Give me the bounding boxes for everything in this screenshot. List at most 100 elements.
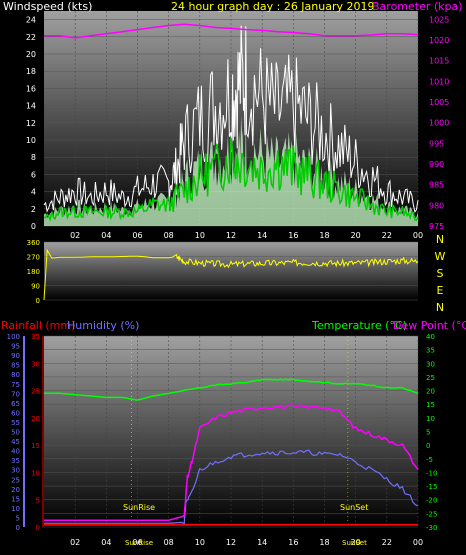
rain-x-tick: 16 (288, 538, 298, 547)
humidity-y-tick: 60 (11, 409, 20, 417)
humidity-y-tick: 75 (11, 381, 20, 389)
rainfall-y-tick: 20 (31, 415, 40, 423)
dewpoint-axis-title: Dew Point (°C) (393, 319, 466, 332)
dewpoint-line (44, 404, 419, 521)
rainfall-y-tick: 5 (36, 497, 40, 505)
wind-y-tick: 24 (26, 16, 36, 25)
temperature-line (44, 378, 419, 401)
sunset-axis-label: SunSet (342, 539, 367, 547)
temperature-y-tick: 35 (426, 347, 435, 355)
rain-x-tick: 04 (101, 538, 111, 547)
wind-y-tick: 18 (26, 67, 36, 76)
sunrise-axis-label: SunRise (125, 539, 153, 547)
barometer-line (44, 23, 419, 39)
humidity-y-tick: 0 (16, 524, 20, 532)
direction-y-tick: 90 (31, 283, 40, 291)
humidity-y-tick: 35 (11, 457, 20, 465)
rain-x-tick: 10 (195, 538, 205, 547)
compass-label: S (437, 267, 444, 280)
humidity-y-tick: 100 (7, 333, 20, 341)
barometer-y-tick: 975 (429, 222, 444, 231)
temperature-y-tick: -5 (426, 456, 433, 464)
sunrise-label: SunRise (123, 503, 155, 512)
temperature-y-tick: 0 (426, 442, 430, 450)
wind-direction-line (43, 248, 419, 301)
wind-gust-line (43, 25, 419, 213)
barometer-y-tick: 980 (429, 201, 444, 210)
humidity-y-tick: 90 (11, 352, 20, 360)
wind-x-tick: 22 (382, 231, 392, 240)
temperature-y-tick: 40 (426, 333, 435, 341)
temperature-y-tick: -25 (426, 510, 437, 518)
rainfall-axis-title: Rainfall (mm) (1, 319, 75, 332)
humidity-y-tick: 95 (11, 343, 20, 351)
temperature-y-tick: 25 (426, 374, 435, 382)
barometer-y-tick: 1025 (429, 15, 449, 24)
temperature-y-tick: 5 (426, 429, 430, 437)
rain-x-tick: 08 (164, 538, 174, 547)
rainfall-y-tick: 25 (31, 388, 40, 396)
humidity-line (44, 449, 419, 525)
humidity-y-tick: 55 (11, 419, 20, 427)
rain-x-tick: 06 (132, 538, 142, 547)
rain-x-tick: 22 (382, 538, 392, 547)
rainfall-y-tick: 10 (31, 469, 40, 477)
temperature-y-tick: -15 (426, 483, 437, 491)
direction-y-tick: 270 (27, 254, 40, 262)
barometer-y-tick: 985 (429, 181, 444, 190)
wind-x-tick: 00 (413, 231, 423, 240)
wind-x-tick: 20 (351, 231, 361, 240)
barometer-y-tick: 1020 (429, 36, 449, 45)
wind-x-tick: 12 (226, 231, 236, 240)
rain-x-tick: 02 (70, 538, 80, 547)
wind-y-tick: 0 (31, 222, 36, 231)
wind-y-tick: 20 (26, 50, 36, 59)
barometer-y-tick: 995 (429, 139, 444, 148)
rainfall-y-tick: 35 (31, 333, 40, 341)
humidity-y-tick: 5 (16, 514, 20, 522)
wind-x-tick: 16 (288, 231, 298, 240)
barometer-y-tick: 1010 (429, 77, 449, 86)
rain-x-tick: 12 (226, 538, 236, 547)
wind-y-tick: 8 (31, 153, 36, 162)
temperature-y-tick: 20 (426, 388, 435, 396)
temperature-y-tick: -30 (426, 524, 437, 532)
windspeed-axis-title: Windspeed (kts) (3, 0, 92, 13)
humidity-y-tick: 25 (11, 476, 20, 484)
direction-y-tick: 180 (27, 268, 40, 276)
barometer-axis-title: Barometer (kpa) (372, 0, 463, 13)
wind-y-tick: 22 (26, 33, 36, 42)
rainfall-y-tick: 30 (31, 360, 40, 368)
barometer-y-tick: 1015 (429, 57, 449, 66)
humidity-y-tick: 70 (11, 390, 20, 398)
temperature-y-tick: -10 (426, 469, 437, 477)
compass-label: N (436, 233, 444, 246)
sunset-label: SunSet (340, 503, 368, 512)
temperature-y-tick: 10 (426, 415, 435, 423)
barometer-y-tick: 1005 (429, 98, 449, 107)
humidity-y-tick: 65 (11, 400, 20, 408)
wind-y-tick: 2 (31, 205, 36, 214)
rainfall-y-tick: 0 (36, 524, 40, 532)
chart-title: 24 hour graph day : 26 January 2019 (171, 0, 375, 13)
humidity-y-tick: 50 (11, 429, 20, 437)
wind-x-tick: 08 (164, 231, 174, 240)
wind-x-tick: 10 (195, 231, 205, 240)
humidity-y-tick: 20 (11, 486, 20, 494)
barometer-y-tick: 990 (429, 160, 444, 169)
wind-y-tick: 10 (26, 136, 36, 145)
temperature-axis-title: Temperature (°C) (311, 319, 407, 332)
humidity-y-tick: 85 (11, 362, 20, 370)
temperature-y-tick: 30 (426, 360, 435, 368)
wind-y-tick: 16 (26, 84, 36, 93)
temperature-y-tick: 15 (426, 401, 435, 409)
humidity-y-tick: 80 (11, 371, 20, 379)
wind-y-tick: 12 (26, 119, 36, 128)
rain-x-tick: 18 (319, 538, 329, 547)
humidity-y-tick: 45 (11, 438, 20, 446)
compass-label: E (437, 284, 444, 297)
humidity-axis-title: Humidity (%) (67, 319, 139, 332)
wind-average-line (43, 137, 419, 222)
wind-x-tick: 14 (257, 231, 267, 240)
